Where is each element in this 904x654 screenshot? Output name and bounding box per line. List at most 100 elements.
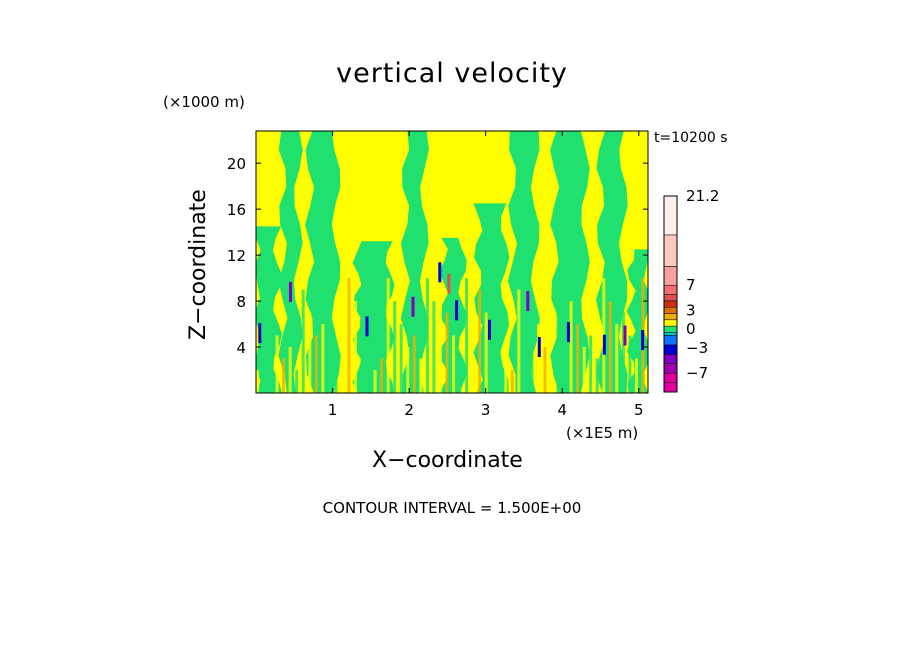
heatmap-feature bbox=[438, 262, 442, 283]
heatmap-streak bbox=[543, 347, 547, 393]
heatmap-streak bbox=[282, 358, 286, 393]
heatmap-streak bbox=[458, 358, 462, 393]
colorbar-swatch bbox=[663, 284, 678, 295]
heatmap-streak bbox=[327, 347, 331, 393]
heatmap-streak bbox=[484, 312, 488, 393]
y-tick-label: 12 bbox=[227, 247, 246, 265]
heatmap-streak bbox=[504, 347, 508, 393]
y-tick-label: 20 bbox=[227, 155, 246, 173]
heatmap-streak bbox=[517, 289, 521, 393]
heatmap-streak bbox=[412, 335, 416, 393]
y-tick-label: 16 bbox=[227, 201, 246, 219]
x-tick-label: 4 bbox=[557, 401, 567, 419]
heatmap-feature bbox=[258, 323, 262, 344]
heatmap-streak bbox=[301, 289, 305, 393]
contour-interval-label: CONTOUR INTERVAL = 1.500E+00 bbox=[322, 499, 582, 517]
heatmap-streak bbox=[438, 289, 442, 393]
heatmap-streak bbox=[295, 370, 299, 393]
x-tick-label: 3 bbox=[481, 401, 491, 419]
colorbar-swatch bbox=[663, 382, 678, 393]
plot-frame bbox=[255, 130, 649, 394]
colorbar-swatch bbox=[663, 354, 678, 364]
heatmap-streak bbox=[419, 358, 423, 393]
chart-title: vertical velocity bbox=[336, 58, 568, 89]
heatmap-streak bbox=[288, 347, 292, 393]
heatmap-streak bbox=[262, 289, 266, 393]
colorbar-tick-label: 0 bbox=[686, 320, 696, 338]
colorbar-swatch bbox=[663, 372, 678, 383]
heatmap-streak bbox=[595, 358, 599, 393]
colorbar-swatch bbox=[663, 234, 678, 267]
heatmap-streak bbox=[615, 324, 619, 393]
heatmap-feature bbox=[537, 337, 541, 357]
colorbar-swatch bbox=[663, 325, 678, 333]
heatmap-streak bbox=[471, 370, 475, 393]
heatmap-streak bbox=[425, 278, 429, 393]
heatmap-streak bbox=[445, 312, 449, 393]
colorbar-swatch bbox=[663, 294, 678, 302]
heatmap-feature bbox=[289, 281, 292, 302]
heatmap-feature bbox=[641, 330, 645, 351]
x-tick-label: 1 bbox=[328, 401, 338, 419]
colorbar-tick-label: 3 bbox=[686, 301, 696, 319]
heatmap-streak bbox=[354, 301, 357, 393]
colorbar-swatch bbox=[663, 319, 678, 327]
colorbar-swatch bbox=[663, 195, 678, 236]
heatmap-band bbox=[305, 131, 341, 393]
heatmap-band bbox=[278, 131, 303, 393]
heatmap-streak bbox=[556, 289, 560, 393]
heatmap-band bbox=[400, 131, 429, 393]
heatmap-streak bbox=[497, 324, 501, 393]
x-axis-label: X−coordinate bbox=[372, 448, 523, 473]
heatmap-band bbox=[550, 131, 590, 393]
colorbar-swatch bbox=[663, 332, 678, 336]
heatmap-feature bbox=[526, 291, 530, 312]
y-tick-label: 8 bbox=[236, 293, 246, 311]
colorbar-swatch bbox=[663, 306, 678, 314]
heatmap-streak bbox=[608, 301, 612, 393]
heatmap-streak bbox=[256, 370, 259, 393]
heatmap-streak bbox=[432, 301, 436, 393]
heatmap-streak bbox=[452, 335, 455, 393]
heatmap-streak bbox=[621, 312, 625, 393]
colorbar-swatch bbox=[663, 300, 678, 308]
heatmap-streak bbox=[582, 347, 586, 393]
z-axis-unit: (×1000 m) bbox=[163, 93, 245, 111]
heatmap-feature bbox=[566, 322, 570, 343]
heatmap-streak bbox=[334, 370, 338, 393]
heatmap-streak bbox=[510, 370, 514, 393]
heatmap-streak bbox=[367, 347, 371, 393]
heatmap-streak bbox=[380, 358, 384, 393]
heatmap-feature bbox=[488, 319, 491, 340]
heatmap-streak bbox=[589, 335, 593, 393]
heatmap-streak bbox=[386, 278, 390, 393]
colorbar-swatch bbox=[663, 266, 678, 286]
heatmap-streak bbox=[269, 312, 273, 393]
heatmap-streak bbox=[308, 312, 312, 393]
heatmap-streak bbox=[406, 347, 410, 393]
heatmap-streak bbox=[530, 301, 534, 393]
colorbar-swatch bbox=[663, 313, 678, 321]
heatmap-feature bbox=[623, 325, 627, 346]
colorbar-swatch bbox=[663, 363, 678, 374]
heatmap-streak bbox=[569, 301, 573, 393]
heatmap-streak bbox=[321, 324, 325, 393]
heatmap-streak bbox=[563, 278, 567, 393]
heatmap-streak bbox=[360, 324, 364, 393]
heatmap-streak bbox=[536, 324, 540, 393]
heatmap-streak bbox=[314, 335, 318, 393]
heatmap-feature bbox=[365, 316, 369, 337]
x-tick-label: 5 bbox=[634, 401, 644, 419]
heatmap-streak bbox=[491, 335, 495, 393]
colorbar-swatch bbox=[663, 344, 678, 355]
y-tick-label: 4 bbox=[236, 339, 246, 357]
heatmap-streak bbox=[634, 358, 638, 393]
heatmap-streak bbox=[393, 301, 397, 393]
colorbar-swatch bbox=[663, 335, 678, 346]
heatmap-streak bbox=[550, 370, 553, 393]
colorbar-frame bbox=[663, 195, 678, 393]
colorbar-tick-label: −3 bbox=[686, 339, 708, 357]
heatmap-feature bbox=[455, 300, 459, 321]
heatmap-streak bbox=[628, 335, 632, 393]
